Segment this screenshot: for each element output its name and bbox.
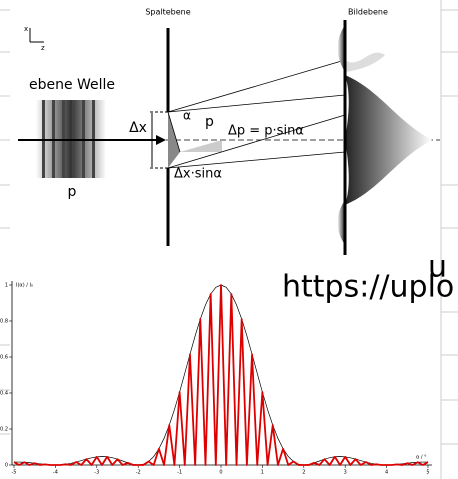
coord-z: z xyxy=(41,44,45,52)
delta-p: Δp = p·sinα xyxy=(228,124,304,139)
y-tick-label: 0.8 xyxy=(0,319,8,325)
chart: 0 0.2 0.4 0.6 0.8 1 -5 -4 -3 -2 -1 0 1 2 3 4 5 I(α) / I₀ α… xyxy=(0,281,432,476)
slit-plane-label: Spaltebene xyxy=(145,8,190,17)
alpha: α xyxy=(183,109,191,123)
x-tick-label: -3 xyxy=(94,470,99,476)
wave-label: ebene Welle xyxy=(29,77,115,93)
side-maximum xyxy=(345,52,385,72)
x-axis-label: α / ° xyxy=(416,455,427,461)
ray xyxy=(167,111,181,153)
x-tick-label: -2 xyxy=(136,470,141,476)
x-tick-label: 2 xyxy=(302,470,305,476)
watermark: https://uplo xyxy=(282,270,454,305)
y-tick-label: 0 xyxy=(5,463,8,469)
wave-p: p xyxy=(68,184,77,200)
side-maximum xyxy=(337,25,345,72)
ray xyxy=(167,59,346,113)
coord-x: x xyxy=(24,25,28,33)
x-tick-label: 1 xyxy=(261,470,264,476)
x-tick-label: 3 xyxy=(344,470,347,476)
ray xyxy=(167,114,346,169)
ray-p: p xyxy=(205,114,214,130)
arrow-head xyxy=(156,135,166,145)
series-line xyxy=(13,284,429,466)
dp-triangle xyxy=(180,140,222,152)
ray xyxy=(167,94,346,113)
x-tick-label: -5 xyxy=(12,470,17,476)
y-tick-label: 0.2 xyxy=(0,427,8,433)
side-maximum xyxy=(337,200,345,245)
x-tick-label: -4 xyxy=(53,470,58,476)
diagram: x z Spaltebene Bildebene ebene Welle p Δ… xyxy=(18,8,440,255)
path-triangle xyxy=(168,112,180,168)
y-tick-label: 0.4 xyxy=(0,391,8,397)
watermark: u xyxy=(428,250,447,285)
x-tick-label: -1 xyxy=(177,470,182,476)
ray xyxy=(167,151,346,169)
y-axis-label: I(α) / I₀ xyxy=(16,283,33,289)
x-tick-label: 5 xyxy=(426,470,429,476)
delta-x: Δx xyxy=(129,120,147,136)
y-tick-label: 1 xyxy=(5,283,8,289)
path-diff: Δx·sinα xyxy=(174,167,222,182)
image-plane-label: Bildebene xyxy=(348,8,388,17)
y-tick-label: 0.6 xyxy=(0,355,8,361)
x-tick-label: 0 xyxy=(219,470,222,476)
central-maximum xyxy=(345,75,432,205)
x-tick-label: 4 xyxy=(385,470,388,476)
